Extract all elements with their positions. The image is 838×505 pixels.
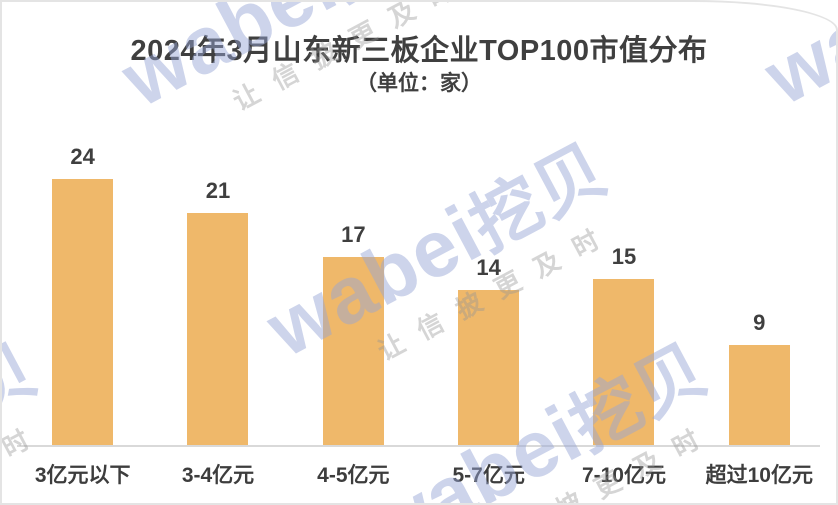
bar-value-label: 17 [341,222,366,247]
bar [593,279,655,445]
x-axis-label: 5-7亿元 [452,464,525,487]
x-axis-labels-row: 3亿元以下 3-4亿元 4-5亿元 5-7亿元 7-10亿元 超过10亿元 [15,459,827,489]
x-axis-label: 超过10亿元 [705,464,813,487]
watermark-brand-cn-text: 挖贝 [313,2,475,15]
x-axis-label: 3亿元以下 [34,464,131,487]
bar [322,257,384,445]
bar-value-label: 24 [70,144,95,169]
bar-group: 14 [421,122,556,445]
bar-value-label: 21 [205,178,231,203]
x-axis-label: 4-5亿元 [317,464,390,487]
bar-value-label: 14 [476,255,501,280]
chart-title: 2024年3月山东新三板企业TOP100市值分布 [130,35,708,67]
chart-subtitle: （单位：家） [356,72,482,95]
bar-group: 17 [286,122,421,445]
x-axis-line [17,445,820,447]
x-axis-label: 3-4亿元 [181,464,255,487]
bars-row: 24 21 17 14 15 9 [15,122,827,445]
bar [187,213,249,445]
bar-value-label: 15 [611,244,637,269]
bar-group: 24 [15,122,150,445]
plot-area: 24 21 17 14 15 9 3亿元以下 3-4亿元 4-5亿元 5-7亿元 7-10亿元 超过… [15,122,827,487]
x-axis-label: 7-10亿元 [581,464,666,487]
bar-value-label: 9 [753,310,766,335]
bar-group: 9 [692,122,827,445]
bar-group: 15 [556,122,691,445]
bar [458,290,520,445]
bar [52,179,114,445]
bar [728,345,790,445]
bar-group: 21 [150,122,285,445]
